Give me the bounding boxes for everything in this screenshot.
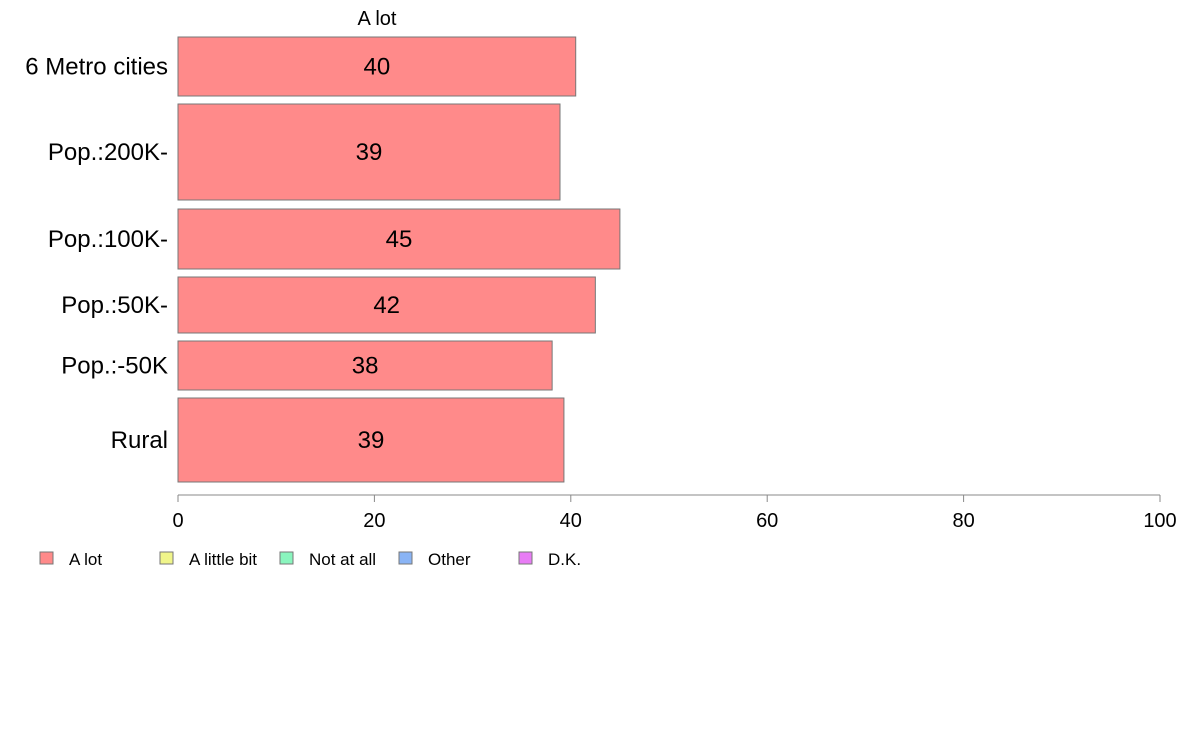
legend-label: A little bit xyxy=(189,550,257,569)
bar xyxy=(177,397,565,483)
bar-value-label: 39 xyxy=(356,139,383,166)
bar-value-label: 38 xyxy=(352,353,379,380)
legend: A lot A little bit Not at all Other D.K. xyxy=(39,550,581,569)
category-label: Pop.:50K- xyxy=(61,292,168,319)
legend-label: Other xyxy=(428,550,471,569)
category-label: Pop.:-50K xyxy=(61,353,168,380)
legend-swatch xyxy=(159,551,174,565)
bar-value-label: 45 xyxy=(386,226,413,253)
bar xyxy=(177,103,561,201)
legend-swatch xyxy=(518,551,533,565)
x-axis: 0 20 40 60 80 100 xyxy=(172,494,1177,532)
bar xyxy=(177,36,577,97)
legend-swatch xyxy=(279,551,294,565)
x-tick-label: 0 xyxy=(172,510,183,532)
category-label: Pop.:200K- xyxy=(48,139,168,166)
x-tick-label: 20 xyxy=(363,510,385,532)
bar xyxy=(177,208,621,270)
bar xyxy=(177,276,596,334)
column-header: A lot xyxy=(358,8,397,30)
legend-swatch xyxy=(398,551,413,565)
x-tick-label: 80 xyxy=(952,510,974,532)
category-label: Pop.:100K- xyxy=(48,226,168,253)
bar-group: 40 39 45 42 38 39 xyxy=(177,36,621,483)
legend-label: Not at all xyxy=(309,550,376,569)
legend-label: A lot xyxy=(69,550,102,569)
legend-swatch xyxy=(39,551,54,565)
category-label: Rural xyxy=(111,427,168,454)
bar-value-label: 40 xyxy=(364,54,391,81)
bar-value-label: 42 xyxy=(373,292,400,319)
x-tick-label: 60 xyxy=(756,510,778,532)
bar-value-label: 39 xyxy=(358,427,385,454)
x-tick-label: 40 xyxy=(560,510,582,532)
x-tick-label: 100 xyxy=(1143,510,1176,532)
category-label: 6 Metro cities xyxy=(25,54,168,81)
bar xyxy=(177,340,553,391)
category-labels: 6 Metro cities Pop.:200K- Pop.:100K- Pop.:5… xyxy=(25,54,168,455)
legend-label: D.K. xyxy=(548,550,581,569)
